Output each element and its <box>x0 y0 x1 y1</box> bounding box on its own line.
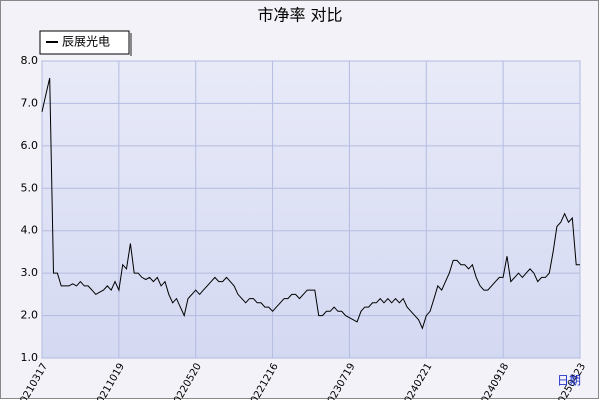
legend-shadow <box>130 33 132 56</box>
y-tick-label: 7.0 <box>21 96 39 109</box>
series-line <box>41 77 580 330</box>
chart-title: 市净率 对比 <box>257 6 342 25</box>
x-axis-label: 日期 <box>557 374 581 388</box>
y-tick-label: 5.0 <box>21 181 39 194</box>
legend-box <box>39 30 130 55</box>
legend-label: 辰展光电 <box>62 35 110 49</box>
y-tick-label: 8.0 <box>21 54 39 67</box>
y-tick-label: 3.0 <box>21 266 39 279</box>
y-tick-label: 2.0 <box>21 309 39 322</box>
y-tick-label: 6.0 <box>21 139 39 152</box>
plot-area <box>41 60 581 359</box>
y-tick-label: 4.0 <box>21 224 39 237</box>
y-tick-label: 1.0 <box>21 351 39 364</box>
